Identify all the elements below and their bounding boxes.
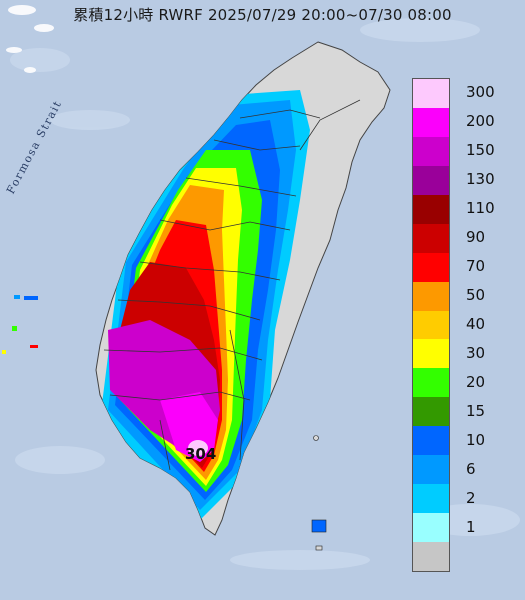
legend-label: 20 bbox=[466, 372, 486, 391]
legend-label: 150 bbox=[466, 141, 495, 160]
legend-label: 10 bbox=[466, 430, 486, 449]
legend-swatch bbox=[413, 397, 449, 427]
legend-swatch bbox=[413, 368, 449, 398]
legend-label: 90 bbox=[466, 228, 486, 247]
legend-label: 130 bbox=[466, 170, 495, 189]
legend-label: 1 bbox=[466, 517, 476, 536]
legend-swatch bbox=[413, 281, 449, 311]
offshore-islands bbox=[2, 295, 327, 551]
legend-swatch bbox=[413, 542, 449, 571]
legend-label: 110 bbox=[466, 199, 495, 218]
legend-swatch bbox=[413, 194, 449, 224]
legend-swatch bbox=[413, 513, 449, 543]
legend-label: 200 bbox=[466, 112, 495, 131]
legend-swatch bbox=[413, 455, 449, 485]
legend-swatch bbox=[413, 107, 449, 137]
legend-swatch bbox=[413, 136, 449, 166]
legend-color-bar bbox=[412, 78, 450, 572]
max-value-label: 304 bbox=[185, 445, 217, 463]
rainfall-legend: 300 200 150 130 110 90 70 50 40 30 20 15 10 6 2 1 bbox=[412, 78, 516, 572]
legend-label: 15 bbox=[466, 401, 486, 420]
legend-label: 70 bbox=[466, 257, 486, 276]
legend-label: 40 bbox=[466, 315, 486, 333]
legend-swatch bbox=[413, 310, 449, 340]
map-title: 累積12小時 RWRF 2025/07/29 20:00~07/30 08:00 bbox=[73, 6, 452, 24]
legend-swatch bbox=[413, 339, 449, 369]
legend-label: 50 bbox=[466, 286, 486, 305]
legend-label: 300 bbox=[466, 83, 495, 102]
legend-swatch bbox=[413, 484, 449, 514]
legend-swatch bbox=[413, 223, 449, 253]
legend-label: 2 bbox=[466, 488, 476, 507]
rain-max-core bbox=[188, 440, 208, 456]
county-boundaries bbox=[103, 99, 361, 471]
legend-swatch bbox=[413, 426, 449, 456]
cloud-patches bbox=[6, 5, 54, 73]
legend-swatch bbox=[413, 165, 449, 195]
legend-swatch bbox=[413, 79, 449, 108]
legend-label: 6 bbox=[466, 459, 476, 478]
legend-swatch bbox=[413, 252, 449, 282]
legend-label: 30 bbox=[466, 343, 486, 362]
